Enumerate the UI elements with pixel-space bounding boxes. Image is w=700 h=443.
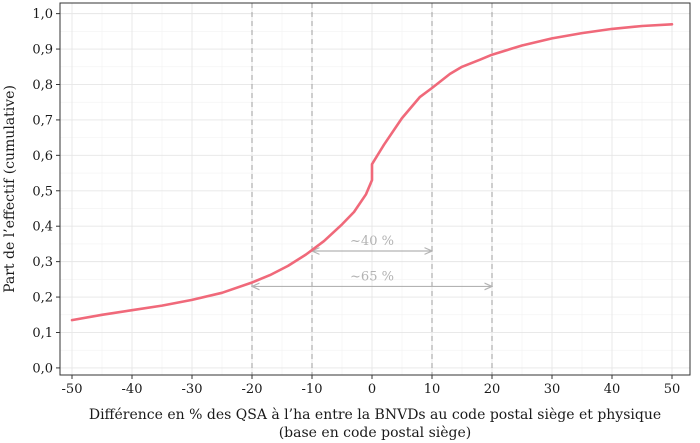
x-axis-title-line1: Différence en % des QSA à l’ha entre la … [89, 406, 661, 423]
x-tick-label: 0 [368, 382, 376, 397]
x-tick-label: -50 [62, 382, 83, 397]
y-tick-label: 0,6 [32, 149, 53, 164]
y-tick-label: 0,1 [32, 326, 53, 341]
reference-vertical-lines [251, 3, 493, 375]
x-tick-label: 40 [604, 382, 621, 397]
y-tick-label: 0,7 [32, 113, 53, 128]
x-tick-label: -30 [182, 382, 203, 397]
y-tick-label: 0,8 [32, 78, 53, 93]
range-annotations: ~40 % ~65 % [252, 234, 492, 286]
x-tick-label: 50 [664, 382, 681, 397]
cumulative-share-line [70, 22, 674, 322]
range-label: ~65 % [350, 269, 394, 284]
series-layer [70, 22, 674, 322]
x-tick-label: 20 [484, 382, 501, 397]
x-tick-label: -40 [122, 382, 143, 397]
y-tick-label: 0,4 [32, 220, 53, 235]
y-tick-label: 0,3 [32, 255, 53, 270]
y-axis-ticks: 0,0 0,1 0,2 0,3 0,4 0,5 0,6 0,7 0,8 0,9 1,0 [32, 7, 60, 376]
y-tick-label: 0,9 [32, 43, 53, 58]
y-axis-title: Part de l’effectif (cumulative) [2, 85, 18, 293]
x-tick-label: 30 [544, 382, 561, 397]
major-gridlines [60, 3, 690, 375]
plot-panel-border [59, 2, 691, 376]
y-tick-label: 0,2 [32, 291, 53, 306]
y-tick-label: 1,0 [32, 7, 53, 22]
x-axis-title-line2: (base en code postal siège) [279, 425, 472, 441]
x-tick-label: -20 [242, 382, 263, 397]
plot-panel [59, 2, 691, 376]
x-axis-ticks: -50 -40 -30 -20 -10 0 10 20 30 40 50 [62, 375, 681, 397]
x-tick-label: -10 [302, 382, 323, 397]
minor-gridlines [60, 3, 690, 375]
x-tick-label: 10 [424, 382, 441, 397]
y-tick-label: 0,5 [32, 184, 53, 199]
y-tick-label: 0,0 [32, 361, 53, 376]
range-label: ~40 % [350, 234, 394, 249]
